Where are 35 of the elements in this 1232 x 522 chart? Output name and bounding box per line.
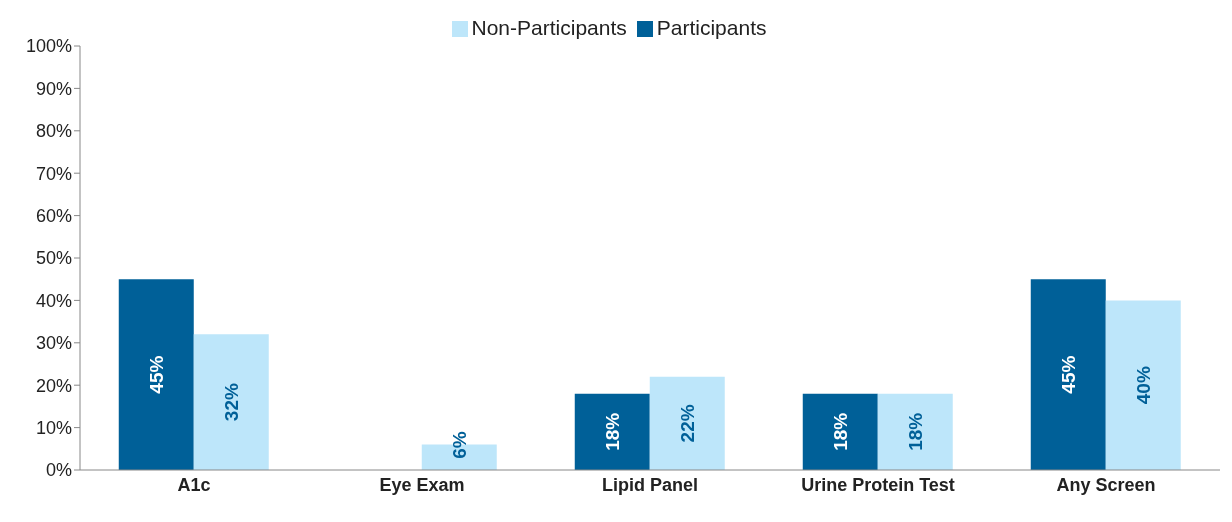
- data-label: 45%: [145, 355, 167, 394]
- y-tick-label: 70%: [35, 163, 72, 184]
- y-tick-label: 10%: [35, 417, 72, 438]
- bar: [877, 393, 953, 470]
- x-tick-label: A1c: [177, 474, 211, 495]
- data-label: 40%: [1132, 366, 1154, 405]
- y-tick-label: 40%: [35, 290, 72, 311]
- bar: [193, 334, 269, 470]
- y-tick-label: 20%: [35, 375, 72, 396]
- x-tick-label: Any Screen: [1056, 474, 1156, 495]
- data-label: 18%: [601, 412, 623, 451]
- y-tick-label: 80%: [35, 121, 72, 142]
- data-label: 6%: [448, 431, 470, 459]
- bar: [649, 376, 725, 470]
- data-label: 18%: [904, 412, 926, 451]
- legend-label: Non-Participants: [471, 16, 627, 39]
- y-tick-label: 0%: [45, 460, 72, 481]
- bar: [574, 393, 650, 470]
- data-label: 32%: [220, 383, 242, 422]
- y-tick-label: 30%: [35, 333, 72, 354]
- bar: [1030, 279, 1106, 470]
- legend-label: Participants: [656, 16, 767, 39]
- bar: [1105, 300, 1181, 470]
- x-tick-label: Eye Exam: [379, 474, 465, 495]
- data-label: 18%: [829, 412, 851, 451]
- x-tick-label: Urine Protein Test: [801, 474, 955, 495]
- y-tick-label: 90%: [35, 78, 72, 99]
- data-label: 45%: [1057, 355, 1079, 394]
- bar: [802, 393, 878, 470]
- y-tick-label: 60%: [35, 205, 72, 226]
- data-label: 22%: [676, 404, 698, 443]
- y-tick-label: 50%: [35, 248, 72, 269]
- x-tick-label: Lipid Panel: [601, 474, 699, 495]
- y-tick-label: 100%: [25, 36, 72, 57]
- bar: [118, 279, 194, 470]
